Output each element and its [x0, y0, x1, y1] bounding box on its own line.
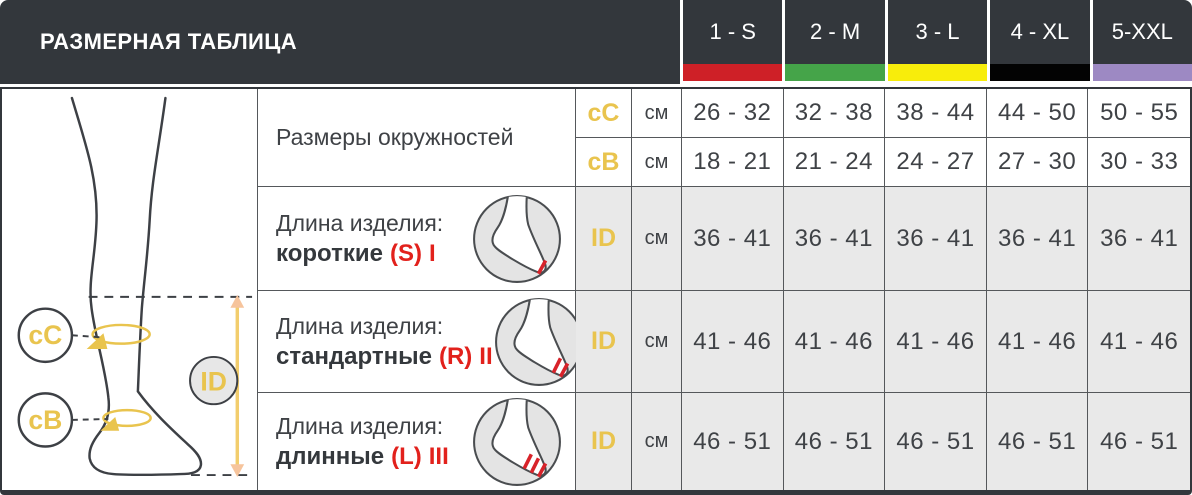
size-column-2: 2 - M	[785, 0, 885, 84]
unit-cell: см	[632, 187, 682, 291]
measure-key-cb: cB	[576, 138, 632, 187]
length-numeral: I	[428, 239, 436, 267]
cc-bubble	[17, 307, 73, 364]
page-title: РАЗМЕРНАЯ ТАБЛИЦА	[40, 29, 297, 54]
value-cell: 46 - 51	[986, 393, 1089, 490]
length-row-short-label: Длина изделия: короткие (S) I	[258, 187, 576, 291]
leg-measurement-diagram-icon: cC cB ID	[2, 89, 258, 490]
leg-diagram-svg: cC cB ID	[17, 96, 252, 478]
measure-key-id: ID	[576, 291, 632, 393]
length-name: короткие	[276, 239, 383, 267]
cb-bubble	[17, 392, 73, 448]
value-cell: 21 - 24	[783, 138, 886, 187]
unit-cell: см	[632, 138, 682, 187]
length-numeral: II	[479, 342, 493, 370]
foot-two-stripes-icon	[494, 297, 583, 386]
value-cell: 41 - 46	[783, 291, 886, 393]
value-cell: 30 - 33	[1088, 138, 1190, 187]
size-color-bar	[683, 64, 783, 81]
unit-cell: см	[632, 291, 682, 393]
value-cell: 36 - 41	[885, 187, 987, 291]
value-cell: 26 - 32	[682, 89, 784, 138]
cc-bubble-label: cC	[28, 320, 62, 350]
size-label: 2 - M	[785, 0, 885, 64]
id-bubble	[188, 355, 238, 406]
size-grid: cC cB ID Размеры окружностей cC см 26 - …	[0, 87, 1192, 495]
value-cell: 46 - 51	[1088, 393, 1190, 490]
length-row-standard-label: Длина изделия: стандартные (R) II	[258, 291, 583, 393]
length-size-code: (S)	[389, 239, 422, 267]
value-cell: 41 - 46	[1088, 291, 1190, 393]
cb-bubble-label: cB	[28, 405, 62, 435]
length-size-code: (R)	[438, 342, 473, 370]
foot-three-stripes-icon	[473, 397, 561, 486]
value-cell: 41 - 46	[885, 291, 987, 393]
size-color-bar	[1092, 64, 1192, 81]
length-size-code: (L)	[391, 442, 422, 470]
length-prefix: Длина изделия:	[276, 209, 444, 236]
size-column-5: 5-XXL	[1092, 0, 1192, 84]
value-cell: 44 - 50	[986, 89, 1089, 138]
value-cell: 18 - 21	[682, 138, 784, 187]
circumference-section-label: Размеры окружностей	[258, 89, 576, 187]
foot-one-stripe-icon	[473, 194, 561, 283]
value-cell: 36 - 41	[986, 187, 1089, 291]
value-cell: 46 - 51	[783, 393, 886, 490]
size-column-4: 4 - XL	[990, 0, 1090, 84]
measure-key-id: ID	[576, 187, 632, 291]
value-cell: 32 - 38	[783, 89, 886, 138]
value-cell: 41 - 46	[986, 291, 1089, 393]
length-prefix: Длина изделия:	[276, 312, 444, 339]
value-cell: 24 - 27	[885, 138, 987, 187]
value-cell: 46 - 51	[885, 393, 987, 490]
size-column-3: 3 - L	[887, 0, 988, 84]
length-prefix: Длина изделия:	[276, 412, 444, 439]
table-header: РАЗМЕРНАЯ ТАБЛИЦА 1 - S 2 - M 3 - L 4 - …	[0, 0, 1192, 84]
size-label: 1 - S	[683, 0, 783, 64]
length-numeral: III	[428, 442, 449, 470]
measure-key-id: ID	[576, 393, 632, 490]
value-cell: 36 - 41	[1088, 187, 1190, 291]
value-cell: 36 - 41	[682, 187, 784, 291]
length-name: длинные	[276, 442, 385, 470]
unit-cell: см	[632, 393, 682, 490]
id-bubble-label: ID	[200, 366, 227, 396]
length-name: стандартные	[276, 342, 432, 370]
value-cell: 27 - 30	[986, 138, 1089, 187]
size-label: 3 - L	[887, 0, 988, 64]
size-label: 4 - XL	[990, 0, 1090, 64]
size-column-1: 1 - S	[683, 0, 783, 84]
value-cell: 50 - 55	[1088, 89, 1190, 138]
unit-cell: см	[632, 89, 682, 138]
size-label: 5-XXL	[1092, 0, 1192, 64]
size-color-bar	[990, 64, 1090, 81]
length-row-long-label: Длина изделия: длинные (L) III	[258, 393, 576, 490]
measure-key-cc: cC	[576, 89, 632, 138]
value-cell: 41 - 46	[682, 291, 784, 393]
value-cell: 46 - 51	[682, 393, 784, 490]
size-color-bar	[785, 64, 885, 81]
title-bar: РАЗМЕРНАЯ ТАБЛИЦА	[0, 0, 680, 84]
value-cell: 38 - 44	[885, 89, 987, 138]
value-cell: 36 - 41	[783, 187, 886, 291]
size-color-bar	[887, 64, 988, 81]
